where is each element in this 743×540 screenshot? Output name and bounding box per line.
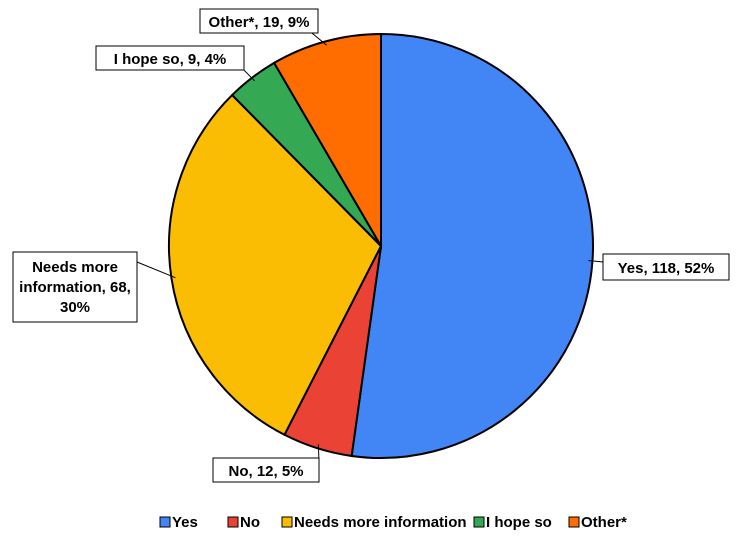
pie-slices [168,32,594,459]
pie-slice-needs-more-information [168,93,383,437]
legend-swatch-i-hope-so [473,516,485,528]
pie-slice-other [272,32,382,250]
leader-line-yes [588,259,604,263]
legend-label-yes: Yes [172,514,198,531]
data-label-needs-line-1: Needs more [32,259,118,276]
data-label-other-text: Other*, 19, 9% [209,14,310,31]
data-label-needs-line-3: 30% [60,299,90,316]
leader-line-needs-more-information [136,261,176,279]
legend-item-i-hope-so: I hope so [473,514,552,531]
legend-swatch-yes [159,516,171,528]
legend: Yes No Needs more information I hope so … [159,514,627,531]
data-label-no-text: No, 12, 5% [228,463,303,480]
pie-slice-yes [350,32,594,459]
data-label-i-hope-so: I hope so, 9, 4% [95,45,245,71]
legend-item-yes: Yes [159,514,198,531]
legend-label-i-hope-so: I hope so [486,514,552,531]
data-label-i-hope-so-text: I hope so, 9, 4% [114,51,227,68]
legend-swatch-no [227,516,239,528]
data-label-yes-text: Yes, 118, 52% [618,260,715,277]
legend-item-other: Other* [568,514,627,531]
data-label-other: Other*, 19, 9% [199,8,319,34]
legend-swatch-needs-more-information [281,516,293,528]
legend-item-no: No [227,514,260,531]
data-label-no: No, 12, 5% [212,457,320,483]
data-label-needs-line-2: information, 68, [19,279,131,296]
legend-item-needs-more-information: Needs more information [281,514,467,531]
legend-swatch-other [568,516,580,528]
legend-label-needs-more-information: Needs more information [294,514,467,531]
legend-label-no: No [240,514,260,531]
legend-label-other: Other* [581,514,627,531]
data-label-yes: Yes, 118, 52% [602,253,730,281]
data-label-needs-more-information: Needs more information, 68, 30% [12,251,138,323]
